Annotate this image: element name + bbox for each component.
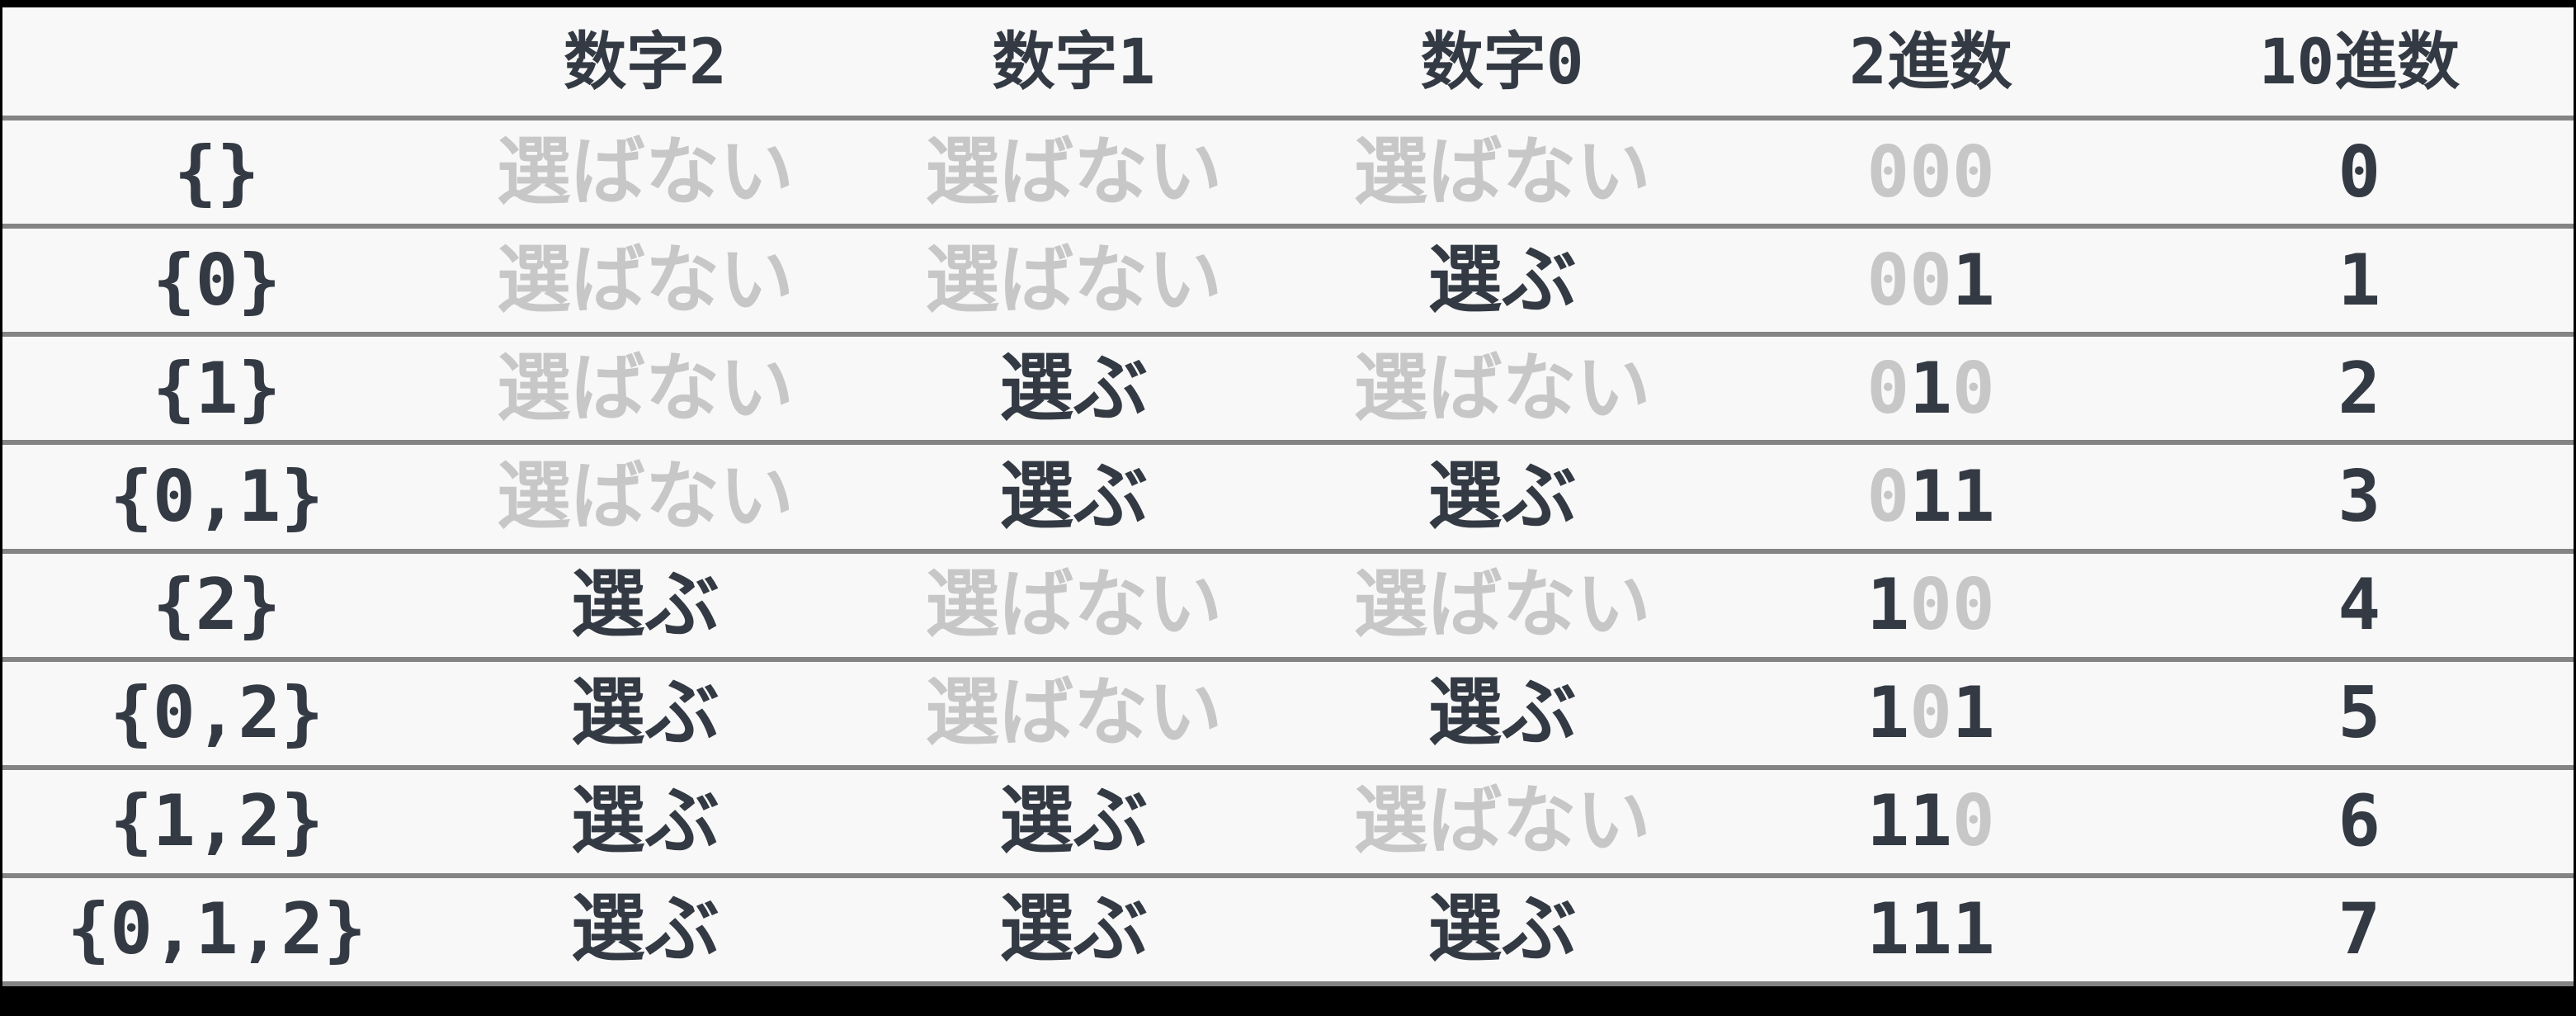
binary-bit1: 0 — [1909, 239, 1952, 322]
table-row-7: {0,1,2} 選ぶ 選ぶ 選ぶ 111 7 — [2, 872, 2574, 981]
binary-bit2: 1 — [1866, 888, 1910, 971]
subset-cell: {1,2} — [110, 780, 324, 863]
binary-bit2: 0 — [1866, 130, 1910, 214]
decimal-cell: 5 — [2338, 672, 2381, 755]
binary-cell: 010 — [1716, 353, 2144, 424]
binary-bit1: 0 — [1909, 130, 1952, 214]
digit1-choice-cell: 選ばない — [925, 561, 1223, 649]
digit2-choice-cell: 選ばない — [496, 128, 794, 215]
digit2-choice-cell: 選ばない — [496, 452, 794, 540]
decimal-cell: 2 — [2338, 347, 2381, 430]
decimal-cell: 7 — [2338, 888, 2381, 971]
binary-bit0: 0 — [1951, 564, 1995, 647]
digit0-choice-cell: 選ばない — [1353, 561, 1651, 649]
binary-bit2: 1 — [1866, 672, 1910, 755]
binary-bit1: 1 — [1909, 455, 1952, 538]
subset-binary-table: 数字2 数字1 数字0 2進数 10進数 {} 選ばない 選ばない 選ばない 0… — [2, 7, 2574, 986]
decimal-cell: 1 — [2338, 239, 2381, 322]
binary-bit0: 0 — [1951, 130, 1995, 214]
subset-cell: {2} — [152, 564, 281, 647]
binary-cell: 111 — [1716, 894, 2144, 965]
subset-cell: {} — [173, 130, 260, 214]
binary-bit1: 1 — [1909, 888, 1952, 971]
digit2-choice-cell: 選ばない — [496, 236, 794, 324]
digit1-choice-cell: 選ぶ — [999, 777, 1149, 865]
binary-cell: 101 — [1716, 678, 2144, 749]
binary-bit2: 0 — [1866, 239, 1910, 322]
binary-bit1: 0 — [1909, 564, 1952, 647]
binary-bit2: 1 — [1866, 780, 1910, 863]
binary-bit0: 1 — [1951, 888, 1995, 971]
table-row-2: {1} 選ばない 選ぶ 選ばない 010 2 — [2, 332, 2574, 440]
table-row-5: {0,2} 選ぶ 選ばない 選ぶ 101 5 — [2, 656, 2574, 765]
table-row-1: {0} 選ばない 選ばない 選ぶ 001 1 — [2, 224, 2574, 332]
decimal-cell: 3 — [2338, 455, 2381, 538]
digit0-choice-cell: 選ばない — [1353, 344, 1651, 432]
digit0-choice-cell: 選ばない — [1353, 777, 1651, 865]
subset-cell: {0,2} — [110, 672, 324, 755]
table-row-6: {1,2} 選ぶ 選ぶ 選ばない 110 6 — [2, 764, 2574, 873]
binary-bit2: 1 — [1866, 564, 1910, 647]
table-row-0: {} 選ばない 選ばない 選ばない 000 0 — [2, 116, 2574, 224]
digit2-choice-cell: 選ぶ — [570, 561, 719, 649]
binary-bit2: 0 — [1866, 455, 1910, 538]
digit0-choice-cell: 選ばない — [1353, 128, 1651, 215]
digit1-choice-cell: 選ぶ — [999, 344, 1149, 432]
digit0-choice-cell: 選ぶ — [1427, 452, 1577, 540]
binary-bit1: 0 — [1909, 672, 1952, 755]
digit2-choice-cell: 選ぶ — [570, 777, 719, 865]
binary-bit0: 1 — [1951, 672, 1995, 755]
header-decimal: 10進数 — [2258, 24, 2460, 98]
digit1-choice-cell: 選ばない — [925, 669, 1223, 757]
binary-cell: 000 — [1716, 137, 2144, 208]
header-row: 数字2 数字1 数字0 2進数 10進数 — [2, 7, 2574, 116]
digit0-choice-cell: 選ぶ — [1427, 886, 1577, 973]
binary-bit0: 1 — [1951, 455, 1995, 538]
binary-cell: 100 — [1716, 569, 2144, 640]
binary-bit0: 0 — [1951, 347, 1995, 430]
digit1-choice-cell: 選ぶ — [999, 452, 1149, 540]
table-row-3: {0,1} 選ばない 選ぶ 選ぶ 011 3 — [2, 440, 2574, 548]
subset-cell: {0} — [152, 239, 281, 322]
binary-bit1: 1 — [1909, 347, 1952, 430]
decimal-cell: 4 — [2338, 564, 2381, 647]
digit0-choice-cell: 選ぶ — [1427, 236, 1577, 324]
binary-bit1: 1 — [1909, 780, 1952, 863]
decimal-cell: 6 — [2338, 780, 2381, 863]
subset-cell: {0,1,2} — [67, 888, 366, 971]
digit1-choice-cell: 選ばない — [925, 236, 1223, 324]
binary-bit0: 1 — [1951, 239, 1995, 322]
digit2-choice-cell: 選ぶ — [570, 669, 719, 757]
binary-cell: 110 — [1716, 786, 2144, 857]
binary-cell: 011 — [1716, 461, 2144, 532]
digit1-choice-cell: 選ぶ — [999, 886, 1149, 973]
subset-cell: {0,1} — [110, 455, 324, 538]
header-binary: 2進数 — [1849, 24, 2012, 98]
binary-bit0: 0 — [1951, 780, 1995, 863]
digit2-choice-cell: 選ぶ — [570, 886, 719, 973]
header-digit0: 数字0 — [1420, 24, 1584, 98]
header-digit1: 数字1 — [992, 24, 1156, 98]
digit0-choice-cell: 選ぶ — [1427, 669, 1577, 757]
binary-cell: 001 — [1716, 245, 2144, 316]
digit1-choice-cell: 選ばない — [925, 128, 1223, 215]
table-row-4: {2} 選ぶ 選ばない 選ばない 100 4 — [2, 548, 2574, 657]
decimal-cell: 0 — [2338, 130, 2381, 214]
subset-cell: {1} — [152, 347, 281, 430]
header-digit2: 数字2 — [564, 24, 727, 98]
digit2-choice-cell: 選ばない — [496, 344, 794, 432]
binary-bit2: 0 — [1866, 347, 1910, 430]
